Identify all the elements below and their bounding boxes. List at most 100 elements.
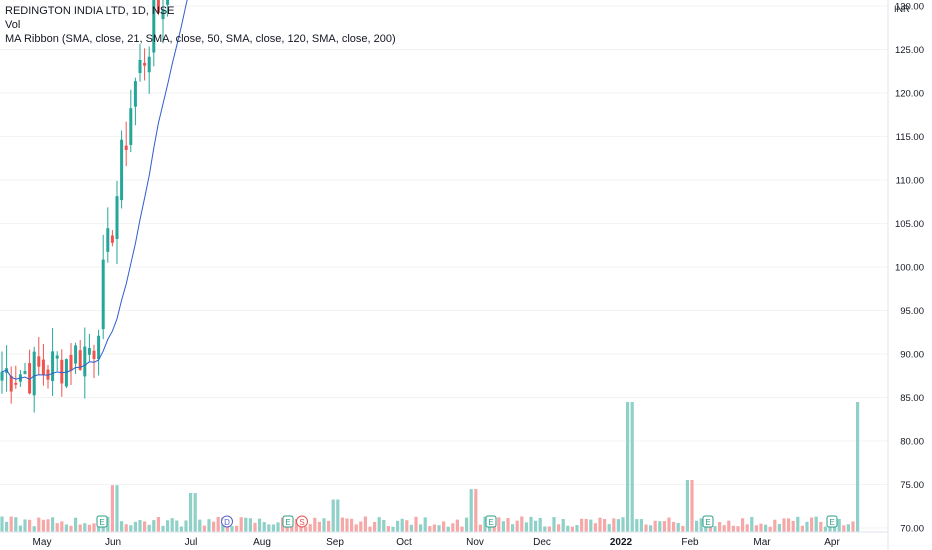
x-tick-label: May [33,537,52,548]
volume-bar [363,516,367,532]
candle-body [37,356,41,367]
chart-legend: REDINGTON INDIA LTD, 1D, NSE Vol MA Ribb… [5,4,396,46]
candle-body [60,359,64,384]
volume-bar [317,521,321,532]
y-tick-label: 125.00 [895,45,924,56]
x-tick-label: Jul [185,537,198,548]
candle-body [110,235,114,243]
volume-bar [759,523,763,532]
volume-bar [120,521,124,532]
volume-label: Vol [5,19,21,31]
volume-bar [64,524,68,532]
candle-body [0,371,4,381]
x-tick-label: Dec [533,537,551,548]
volume-bar [161,525,165,532]
volume-bar [212,521,216,532]
y-tick-label: 90.00 [900,350,924,361]
volume-bar [621,517,625,532]
y-tick-label: 105.00 [895,219,924,230]
volume-bar [322,518,326,532]
volume-bar [676,523,680,532]
volume-bar [754,525,758,532]
volume-bar [644,524,648,532]
volume-bar [244,517,248,532]
volume-bar [428,526,432,532]
volume-bar [685,480,689,532]
volume-bar [856,402,860,532]
volume-bar [699,518,703,532]
y-tick-label: 100.00 [895,263,924,274]
currency-label: INR [894,4,910,14]
x-tick-label: Nov [466,537,484,548]
candle-body [101,259,105,330]
candle-body [78,350,82,370]
candle-body [133,81,137,107]
volume-bar [437,525,441,532]
candle-body [147,56,151,73]
volume-bar [474,489,478,532]
event-marker-label: E [829,518,834,527]
volume-bar [18,525,22,532]
volume-bar [202,525,206,532]
volume-bar [294,518,298,532]
candle-body [92,350,96,359]
volume-bar [750,517,754,532]
candle-body [115,196,119,239]
y-tick-label: 70.00 [900,524,924,535]
volume-bar [478,524,482,532]
candle-body [152,0,156,53]
x-tick-label: Jun [105,537,121,548]
volume-bar [239,517,243,532]
volume-bar [543,526,547,532]
volume-bar [672,521,676,532]
volume-bar [92,523,96,532]
y-tick-label: 95.00 [900,306,924,317]
event-marker-label: S [299,518,304,527]
volume-bar [308,524,312,532]
volume-bar [327,520,331,532]
volume-bar [87,524,91,532]
event-marker-label: E [285,518,290,527]
volume-bar [469,489,473,532]
volume-bar [736,526,740,532]
volume-bar [658,521,662,532]
volume-bar [267,524,271,532]
volume-bar [253,522,257,532]
volume-bar [138,519,142,532]
volume-bar [340,517,344,532]
earnings-marker [485,515,497,528]
volume-bar [520,516,524,532]
volume-bar [230,526,234,532]
volume-bar [170,518,174,532]
volume-bar [515,520,519,532]
y-tick-label: 115.00 [896,132,924,143]
volume-bar [506,518,510,532]
volume-bar [764,524,768,532]
volume-bar [819,521,823,532]
candle-body [124,145,128,150]
earnings-marker [96,515,108,528]
volume-bar [787,518,791,532]
volume-bar [331,499,335,532]
volume-bar [368,526,372,532]
x-tick-label: Sep [326,537,344,548]
volume-bar [566,525,570,532]
volume-bar [74,517,78,532]
event-marker-label: D [224,518,230,527]
volume-bar [28,519,32,532]
volume-bar [271,524,275,532]
volume-bar [405,520,409,532]
volume-bar [534,520,538,532]
candle-body [41,359,45,376]
x-tick-label: Aug [253,537,271,548]
volume-bar [768,526,772,532]
volume-bar [110,485,114,532]
candles [0,0,170,413]
volume-bar [612,518,616,532]
volume-bar [782,518,786,532]
volume-bar [32,526,36,532]
volume-bar [653,520,657,532]
